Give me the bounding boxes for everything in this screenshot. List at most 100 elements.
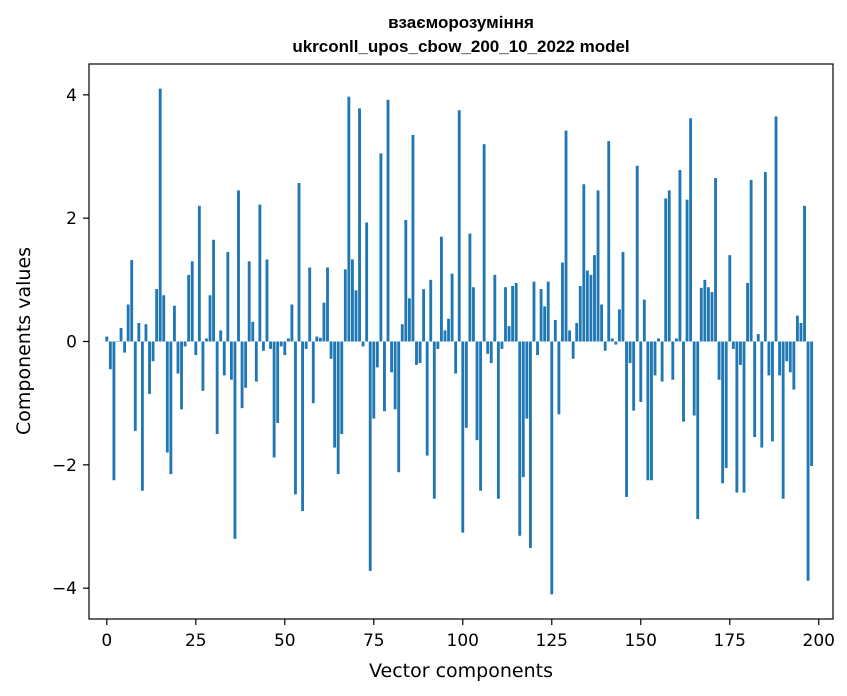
bar [183,341,187,347]
bar [269,341,272,349]
bar [151,341,155,362]
bar [123,341,127,353]
bar [140,341,144,491]
bar [155,289,159,342]
x-tick-label: 100 [447,631,479,651]
bar [365,222,369,342]
bar [361,341,365,347]
bar [749,179,753,342]
x-tick-label: 50 [274,631,296,651]
bar [760,341,764,448]
bar [233,341,237,539]
bar [347,96,351,342]
bar [525,341,529,419]
bar [226,252,230,342]
bar [133,341,137,431]
bar [692,341,696,416]
bar [500,341,504,349]
bar [778,341,782,376]
bar [432,341,436,499]
bar [667,190,671,342]
bar [660,341,664,382]
bar [112,341,116,481]
bar [739,341,742,365]
bar [642,299,646,342]
bar [372,341,376,419]
bar [553,319,557,342]
bar [461,341,465,533]
bar [254,341,258,382]
bar [785,341,789,362]
bar [514,282,518,342]
bar [180,341,183,410]
y-tick-label: −4 [52,579,77,599]
x-tick-label: 175 [714,631,746,651]
bar [326,267,329,342]
x-tick-label: 125 [536,631,568,651]
bar [763,171,767,342]
bar [340,341,344,434]
bar [610,338,614,342]
bar [240,341,244,409]
bar [322,302,326,342]
bar [774,116,778,342]
bar [429,279,433,342]
bar [105,336,109,342]
bar [393,341,397,410]
bar [294,341,297,495]
y-tick-label: −2 [52,456,77,476]
bar [810,341,814,467]
bar [418,341,422,364]
bar [265,259,269,342]
bar [251,321,255,342]
bar [201,341,205,391]
bar [568,330,571,342]
plot-frame [88,63,834,620]
bar [625,341,628,497]
bar [116,341,119,342]
bar [781,341,785,499]
bar [735,341,739,493]
bar [632,341,636,411]
bar [582,184,586,342]
bar [108,341,112,370]
bar [311,341,315,404]
bar [799,323,803,342]
bar [443,330,447,342]
y-tick-label: 2 [66,209,77,229]
bar [550,341,554,595]
bar [308,267,312,342]
bar [404,220,408,342]
bar [272,341,276,458]
bar [475,341,479,441]
bar [767,341,771,376]
bar [674,338,678,342]
bar [336,341,340,475]
bar [507,326,511,342]
bar [614,341,618,345]
bar [617,309,621,342]
bar [571,341,575,359]
bar [511,286,515,342]
bar [358,108,361,342]
bar [714,178,717,342]
bar [162,295,166,342]
bar [521,341,525,478]
bar [710,292,714,342]
bar [496,341,500,499]
bar [354,290,358,342]
x-axis-label: Vector components [369,660,553,682]
bar [229,341,233,380]
bar [375,341,379,368]
bar [678,170,682,342]
bar [536,341,539,356]
bar [379,153,383,342]
bar [144,324,148,342]
bar [297,183,301,342]
bar [351,259,354,342]
bar [315,336,319,342]
x-tick-label: 25 [185,631,207,651]
bar [318,337,322,342]
bar [557,341,561,415]
